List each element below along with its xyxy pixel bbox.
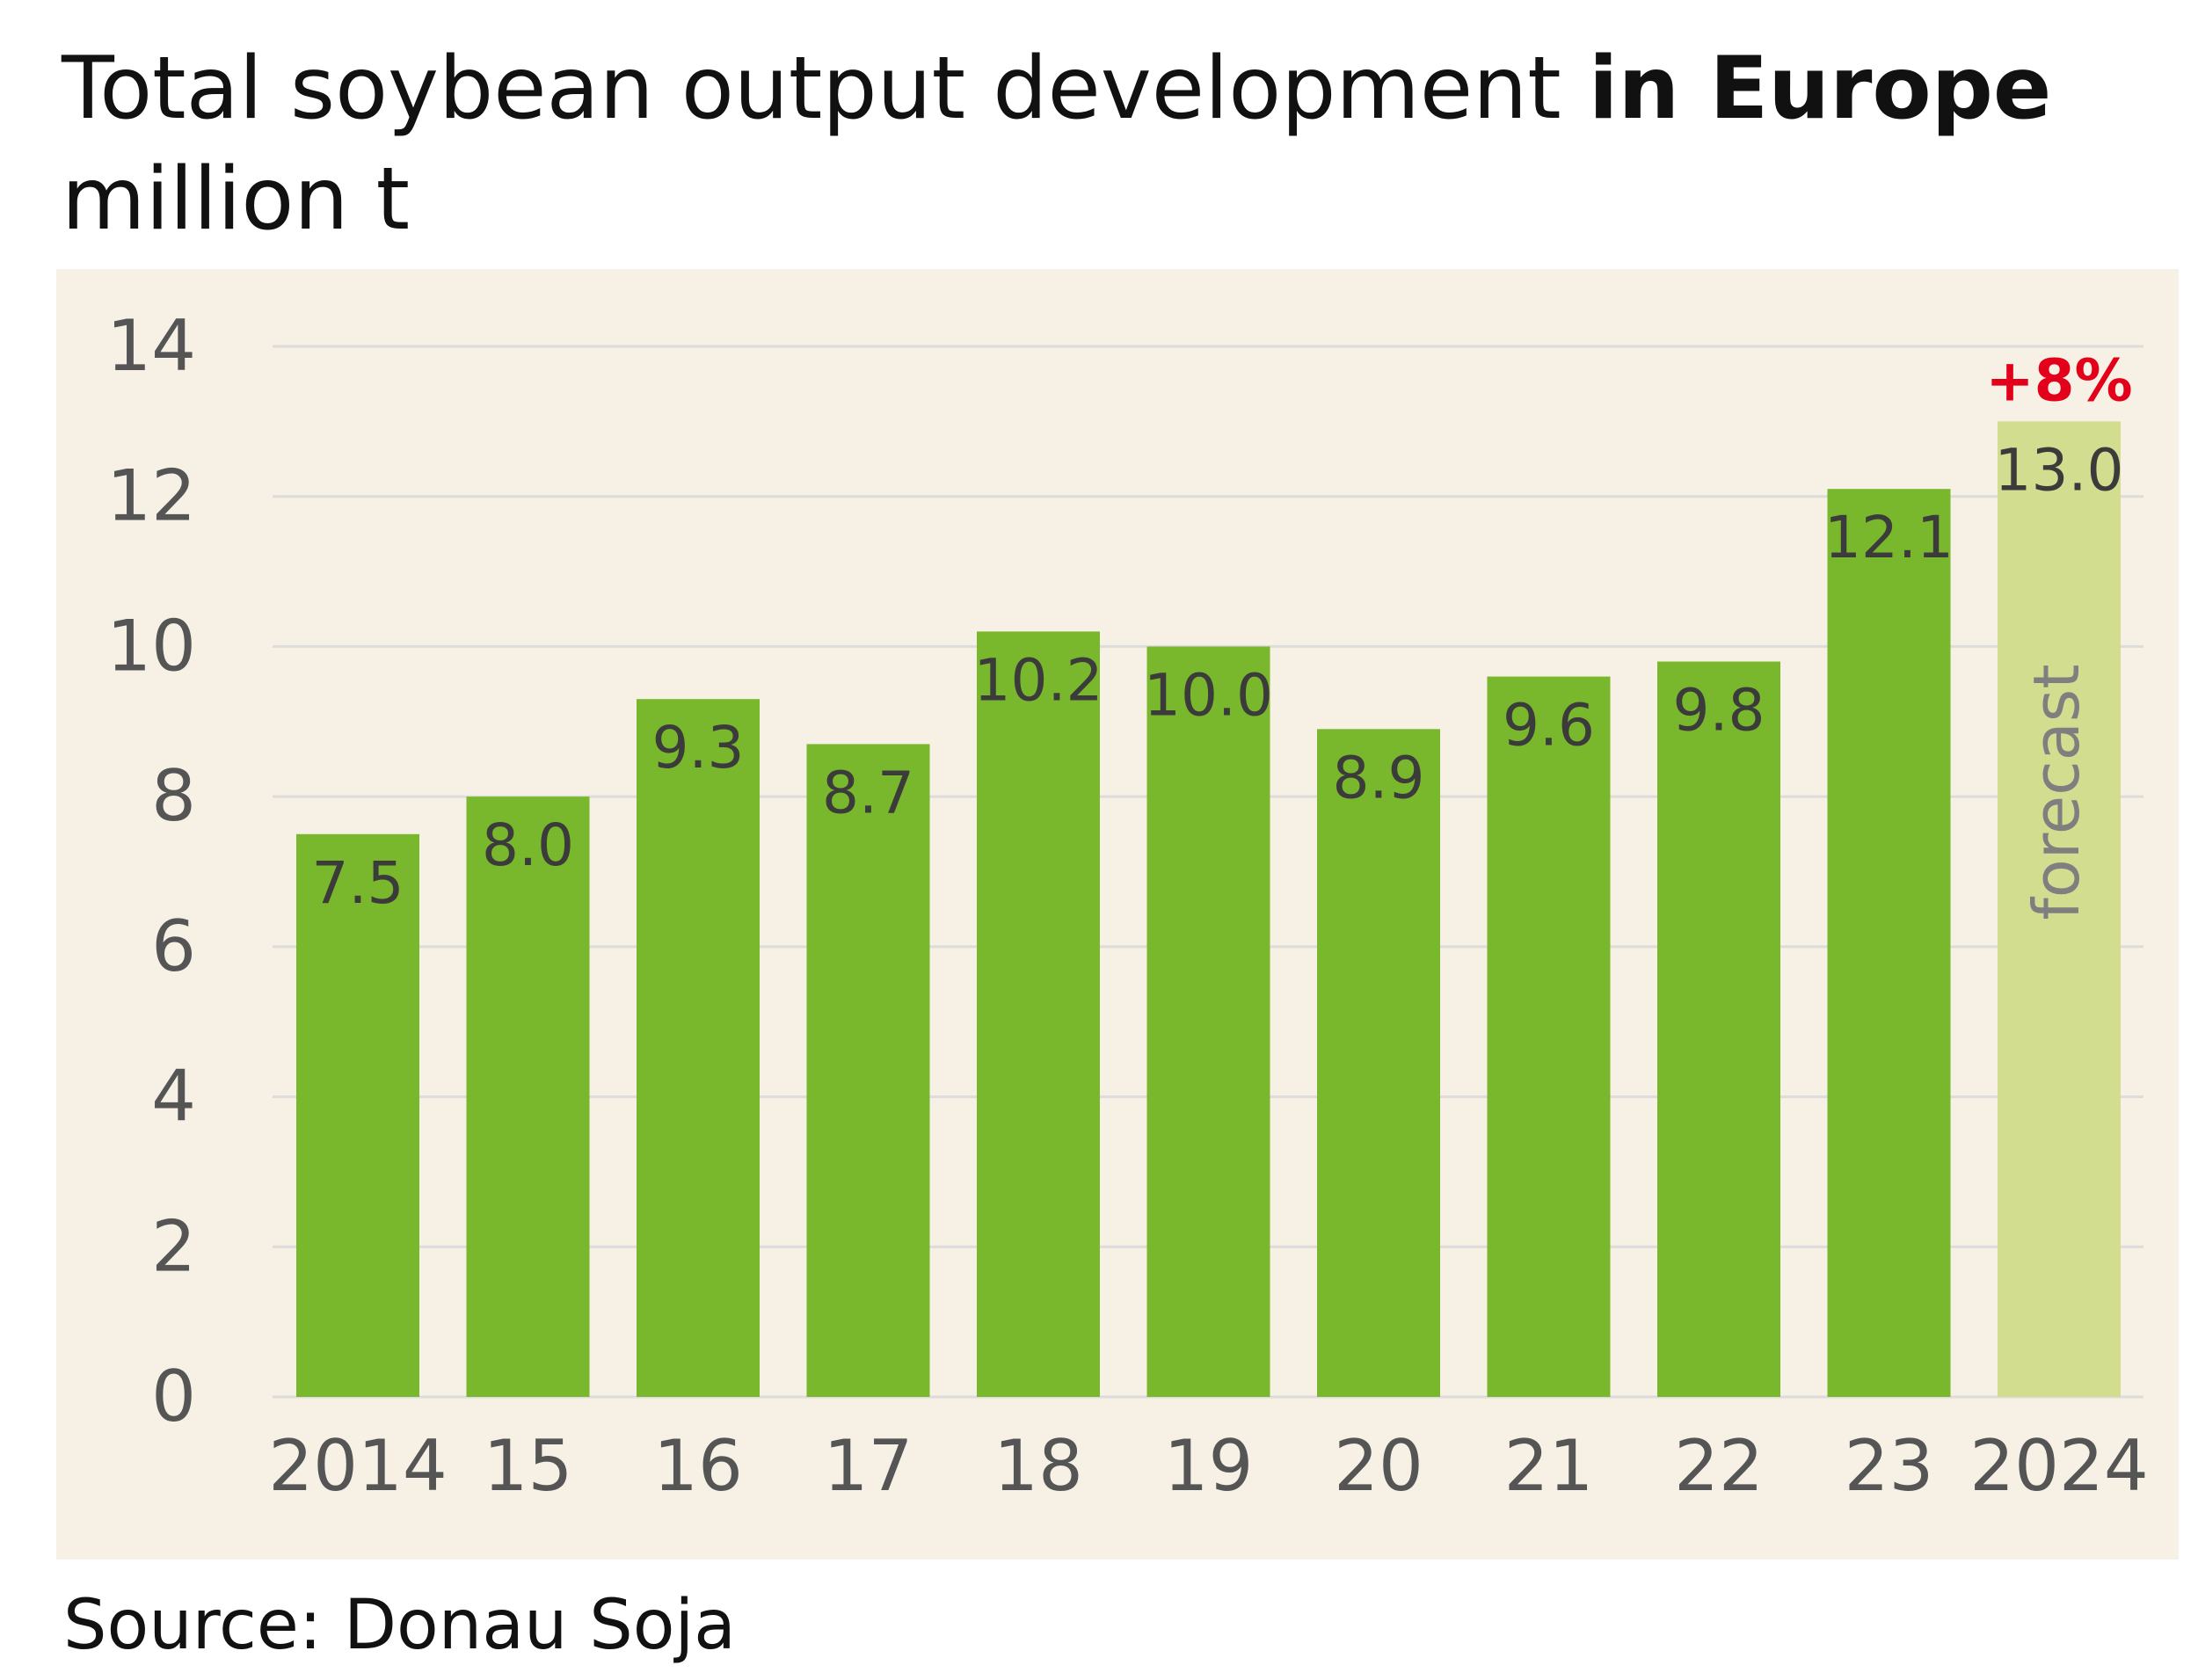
bar-value-label: 9.8: [1673, 677, 1765, 745]
bar: [977, 631, 1100, 1397]
y-tick-label: 10: [106, 605, 196, 687]
bar: [296, 833, 419, 1397]
x-tick-label: 23: [1845, 1425, 1934, 1507]
bar-chart: 0 2 4 6 8 10 12 14 7.5 2014 8.0 15 9.3 16 8.7 17 10.2 18 1…: [106, 305, 2149, 1507]
y-tick-label: 8: [151, 755, 196, 837]
bar-value-label: 8.7: [822, 759, 914, 826]
bar-value-label: 10.0: [1144, 661, 1273, 729]
y-tick-label: 14: [106, 305, 196, 387]
x-tick-label: 15: [484, 1425, 573, 1507]
bar: [1827, 489, 1951, 1397]
bar: [466, 796, 590, 1397]
bar: [1998, 421, 2121, 1397]
x-tick-label: 22: [1674, 1425, 1764, 1507]
y-tick-label: 4: [151, 1056, 196, 1138]
x-tick-label: 2014: [268, 1425, 448, 1507]
bar: [1317, 729, 1440, 1397]
chart-panel: 0 2 4 6 8 10 12 14 7.5 2014 8.0 15 9.3 16 8.7 17 10.2 18 1…: [56, 269, 2179, 1560]
bar-value-label: 7.5: [312, 849, 404, 917]
bar-value-label: 10.2: [974, 646, 1103, 714]
x-tick-label: 20: [1334, 1425, 1423, 1507]
bar-value-label: 13.0: [1995, 436, 2124, 504]
bar: [1146, 646, 1270, 1397]
y-tick-label: 12: [106, 455, 196, 537]
bar: [637, 699, 760, 1397]
y-tick-label: 6: [151, 905, 196, 987]
x-tick-label: 17: [824, 1425, 913, 1507]
x-tick-label: 16: [653, 1425, 743, 1507]
bar-value-label: 8.9: [1333, 744, 1425, 811]
bar-value-label: 9.6: [1503, 692, 1595, 760]
bar: [806, 744, 930, 1397]
bar-value-label: 9.3: [652, 714, 745, 782]
y-tick-label: 2: [151, 1205, 196, 1287]
bar: [1487, 676, 1611, 1397]
chart-title: Total soybean output development in Euro…: [62, 46, 2051, 132]
x-tick-label: 19: [1164, 1425, 1254, 1507]
bar-value-label: 8.0: [482, 811, 574, 879]
forecast-label: forecast: [2020, 664, 2093, 920]
bar-value-label: 12.1: [1824, 504, 1954, 571]
chart-unit-label: million t: [62, 149, 411, 250]
y-tick-label: 0: [151, 1356, 196, 1437]
chart-title-plain: Total soybean output development: [62, 39, 1589, 139]
chart-title-bold: in Europe: [1588, 39, 2052, 139]
x-tick-label: 18: [993, 1425, 1083, 1507]
bar: [1657, 661, 1780, 1397]
source-note: Source: Donau Soja: [63, 1586, 736, 1665]
x-tick-label: 2024: [1969, 1425, 2149, 1507]
x-tick-label: 21: [1504, 1425, 1594, 1507]
growth-label: +8%: [1985, 346, 2132, 414]
